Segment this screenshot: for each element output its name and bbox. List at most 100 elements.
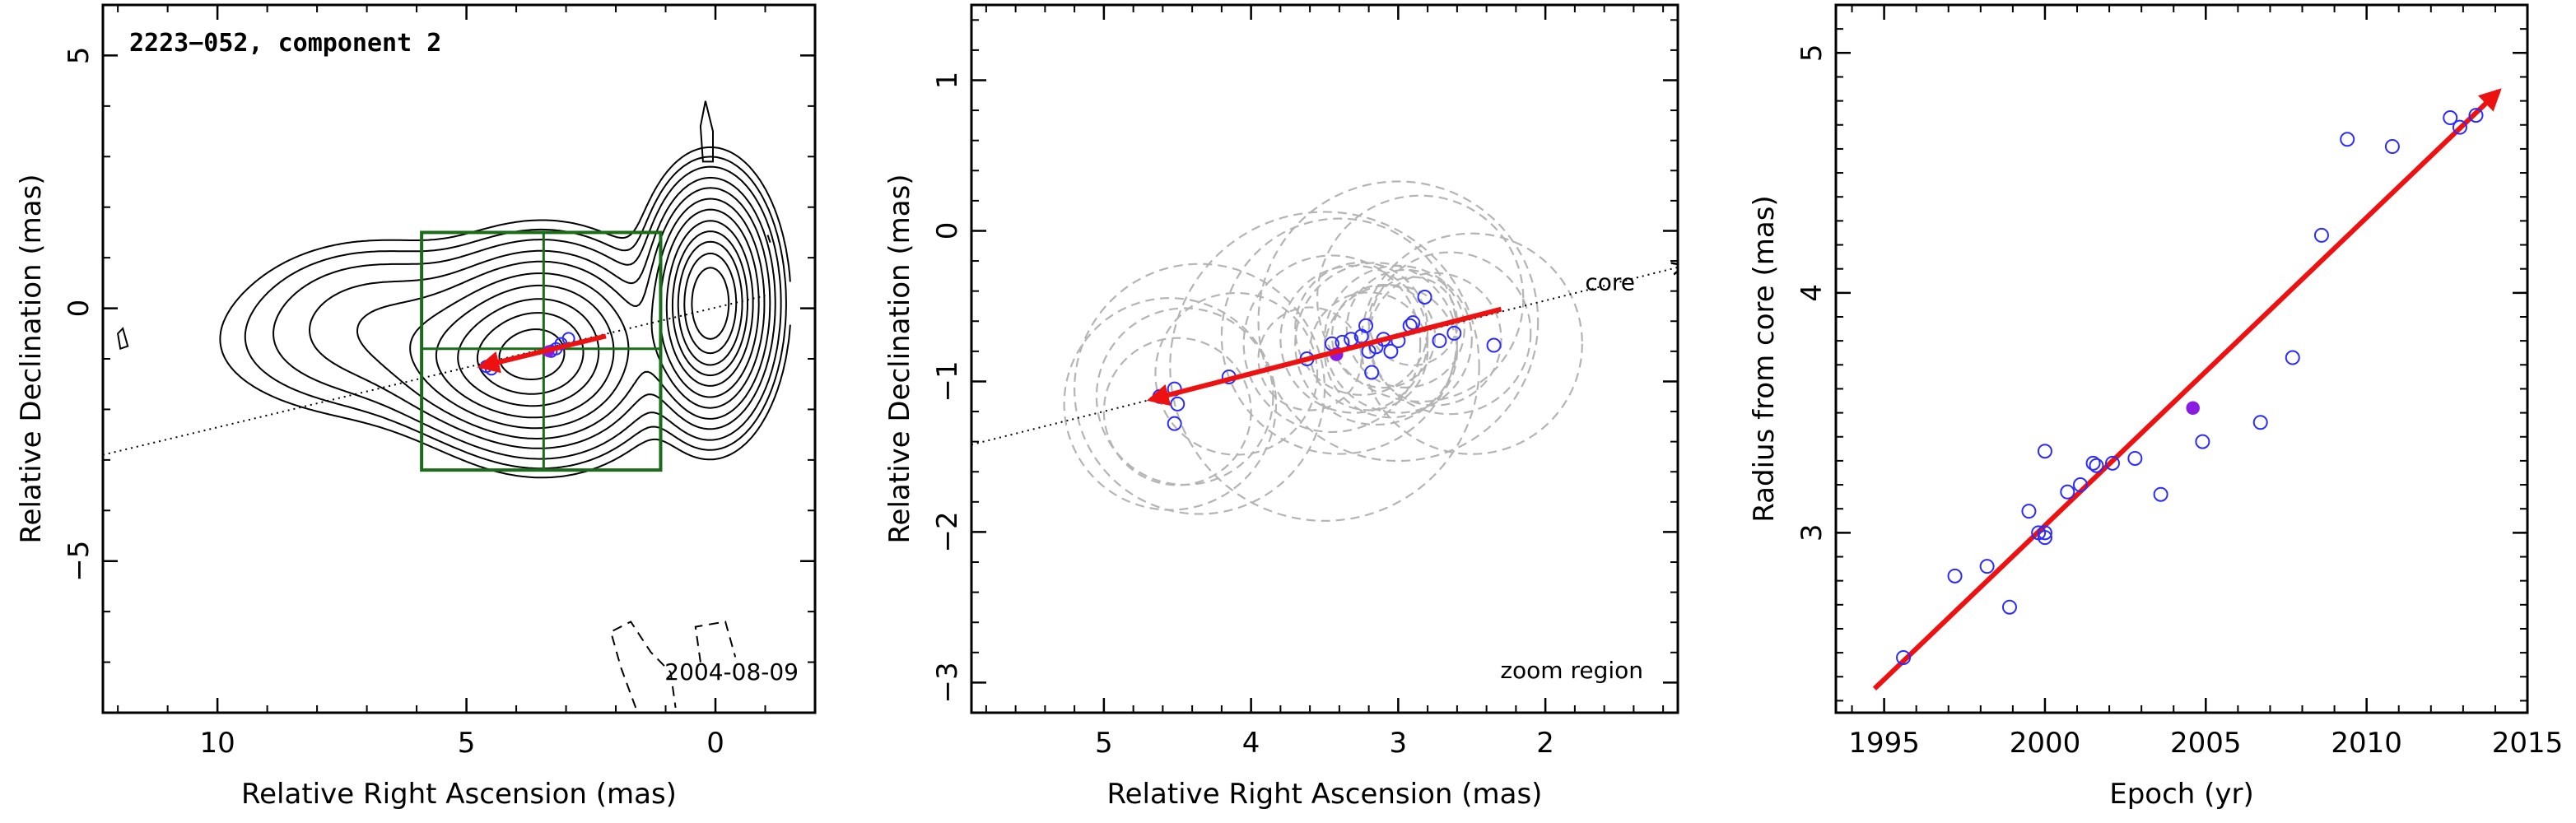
- component-circle: [1095, 307, 1274, 486]
- core-label: core: [1585, 268, 1635, 295]
- contour-level: [457, 220, 754, 407]
- contour-level: [498, 240, 743, 380]
- component-circle: [1102, 337, 1252, 486]
- component-circle: [1323, 264, 1473, 414]
- x-tick-label: 2005: [2170, 727, 2242, 760]
- epoch-date-label: 2004-08-09: [664, 658, 799, 686]
- x-axis-label: Epoch (yr): [2109, 778, 2254, 811]
- contour-level: [309, 176, 776, 449]
- x-axis-label: Relative Right Ascension (mas): [1107, 778, 1543, 811]
- data-point: [1364, 365, 1380, 380]
- y-tick-label: −2: [931, 511, 964, 552]
- component-circle: [1323, 284, 1458, 419]
- data-point: [1405, 315, 1421, 331]
- component-circle: [1309, 291, 1429, 412]
- extra-contour: [699, 100, 714, 163]
- data-point: [2313, 227, 2329, 243]
- x-tick-label: 4: [1242, 727, 1260, 760]
- y-tick-label: 5: [1796, 44, 1828, 62]
- contour-level: [683, 252, 738, 355]
- contour-level: [219, 146, 791, 479]
- component-circle: [1074, 263, 1326, 515]
- motion-vector-arrow: [477, 333, 607, 374]
- data-point: [2001, 599, 2017, 615]
- negative-contour: [609, 621, 677, 709]
- data-point: [2060, 484, 2075, 500]
- component-circle: [1257, 306, 1363, 412]
- contour-level: [356, 187, 771, 439]
- contour-level: [691, 267, 730, 340]
- panel-contour-map: 10 5 0 5 0 −5 2223−052, component 2 2004-08-0…: [15, 3, 817, 811]
- component-circle: [1169, 211, 1480, 522]
- data-point: [2384, 139, 2400, 154]
- data-point: [1167, 416, 1182, 431]
- zoom-plot-area: [971, 180, 1678, 522]
- plot-frame: [1834, 3, 2529, 714]
- negative-contour-lines: [609, 621, 737, 709]
- data-point: [1947, 568, 1963, 584]
- data-point: [2072, 477, 2088, 493]
- component-circle: [1242, 254, 1422, 434]
- data-point: [1446, 325, 1462, 341]
- data-point: [2089, 458, 2104, 473]
- contour-level: [409, 198, 766, 430]
- y-axis-label: Relative Declination (mas): [883, 174, 916, 543]
- contour-level: [435, 208, 760, 419]
- plot-frame: [970, 3, 1679, 714]
- data-point: [2021, 504, 2037, 519]
- data-point: [2037, 530, 2052, 546]
- motion-vector-arrow: [1146, 306, 1502, 407]
- data-point: [1486, 337, 1502, 353]
- component-circle: [1345, 268, 1465, 389]
- extra-contour: [117, 327, 129, 351]
- y-tick-label: 5: [63, 47, 95, 65]
- data-point: [1383, 343, 1399, 359]
- contour-level: [244, 156, 787, 470]
- component-circle: [1220, 217, 1458, 455]
- jet-direction-dotted-line: [971, 266, 1678, 446]
- contour-plot-area: [103, 100, 791, 709]
- data-point: [1896, 649, 1912, 665]
- y-tick-label: 1: [931, 72, 964, 90]
- data-point: [2468, 108, 2484, 123]
- x-tick-label: 2000: [2010, 727, 2081, 760]
- panel-radius-vs-epoch: 1995 2000 2005 2010 2015 3 4 5 Epoch (yr) Radiu…: [1748, 3, 2564, 811]
- x-tick-label: 2: [1536, 727, 1554, 760]
- data-point: [2105, 455, 2120, 471]
- component-circle: [1154, 291, 1319, 456]
- y-tick-label: −1: [931, 360, 964, 402]
- y-tick-label: −3: [931, 662, 964, 703]
- data-point: [2443, 110, 2458, 126]
- chart-title: 2223−052, component 2: [129, 29, 441, 58]
- data-point: [1979, 559, 1995, 574]
- axis-ticks: 10 5 0 5 0 −5: [63, 4, 816, 760]
- data-point: [2340, 132, 2355, 147]
- y-tick-label: 4: [1796, 284, 1828, 302]
- data-point: [2037, 444, 2052, 459]
- extra-contour-lines: [117, 100, 771, 351]
- panel-zoom-region: 5 4 3 2 1 0 −1 −2 −3 core zoom region Relative R…: [883, 3, 1679, 811]
- data-point: [2252, 415, 2268, 430]
- x-tick-label: 2015: [2492, 727, 2564, 760]
- y-axis-label: Radius from core (mas): [1748, 195, 1781, 522]
- component-size-circles: [1063, 180, 1583, 522]
- x-axis-label: Relative Right Ascension (mas): [241, 778, 677, 811]
- zoom-region-label: zoom region: [1500, 657, 1643, 684]
- contour-level: [476, 230, 748, 395]
- component-circle: [1367, 251, 1532, 416]
- data-point: [1170, 396, 1186, 412]
- y-tick-label: 0: [63, 300, 95, 318]
- x-tick-label: 5: [458, 727, 476, 760]
- axis-ticks: 1995 2000 2005 2010 2015 3 4 5: [1796, 4, 2564, 760]
- x-tick-label: 2010: [2331, 727, 2402, 760]
- axis-ticks: 5 4 3 2 1 0 −1 −2 −3: [931, 5, 1678, 760]
- linear-fit-arrow: [1872, 88, 2502, 691]
- x-tick-label: 1995: [1848, 727, 1920, 760]
- epoch-plot-area: [1872, 88, 2502, 691]
- y-axis-label: Relative Declination (mas): [15, 174, 48, 543]
- radius-data-points: [1896, 108, 2484, 665]
- x-tick-label: 3: [1390, 727, 1408, 760]
- y-tick-label: −5: [63, 541, 95, 582]
- zoom-region-box: [420, 230, 663, 472]
